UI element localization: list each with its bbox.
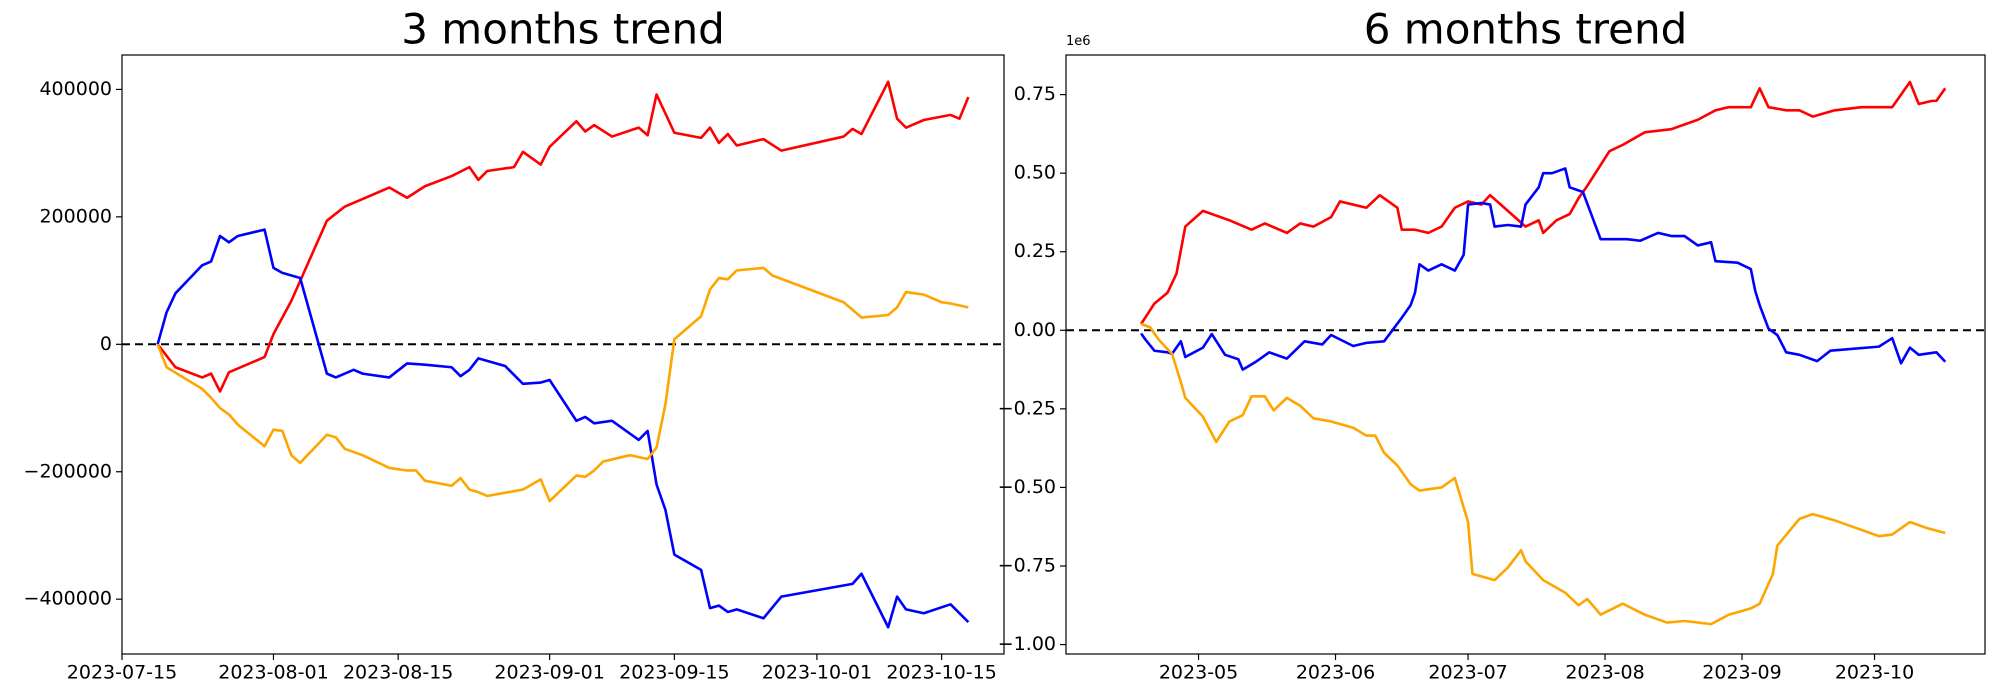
y-tick-label: 0.00 [1014,319,1056,341]
x-tick-label: 2023-05 [1159,662,1238,684]
x-tick-label: 2023-09-01 [494,662,604,684]
series-line [156,228,970,629]
y-offset-text: 1e6 [1066,34,1091,49]
series-line [1140,80,1947,325]
x-tick-label: 2023-10 [1835,662,1914,684]
y-tick-label: −0.25 [998,397,1056,419]
x-tick-label: 2023-07-15 [67,662,177,684]
y-tick-label: 0.25 [1014,240,1056,262]
x-tick-label: 2023-08-01 [218,662,328,684]
plot-frame [121,54,1005,655]
x-tick-label: 2023-09-15 [619,662,729,684]
x-tick-label: 2023-08-15 [343,662,453,684]
x-tick-label: 2023-10-01 [762,662,872,684]
x-tick-label: 2023-09 [1702,662,1781,684]
y-tick-label: −200000 [24,460,112,482]
y-tick-label: −0.75 [998,555,1056,577]
series-line [156,266,969,503]
x-tick-label: 2023-08 [1565,662,1644,684]
plot-frame [1065,54,1986,655]
y-tick-label: 400000 [39,78,112,100]
y-tick-label: −1.00 [998,633,1056,655]
y-tick-label: 200000 [39,205,112,227]
x-tick-label: 2023-07 [1428,662,1507,684]
x-tick-label: 2023-06 [1296,662,1375,684]
y-tick-label: 0 [100,333,112,355]
series-line [1140,167,1947,371]
y-tick-label: 0.75 [1014,83,1056,105]
series-line [1140,322,1946,626]
series-line [156,80,970,393]
chart-title: 3 months trend [401,5,725,54]
x-tick-label: 2023-10-15 [886,662,996,684]
y-tick-label: −0.50 [998,476,1056,498]
y-tick-label: −400000 [24,588,112,610]
y-tick-label: 0.50 [1014,162,1056,184]
chart-title: 6 months trend [1364,5,1688,54]
